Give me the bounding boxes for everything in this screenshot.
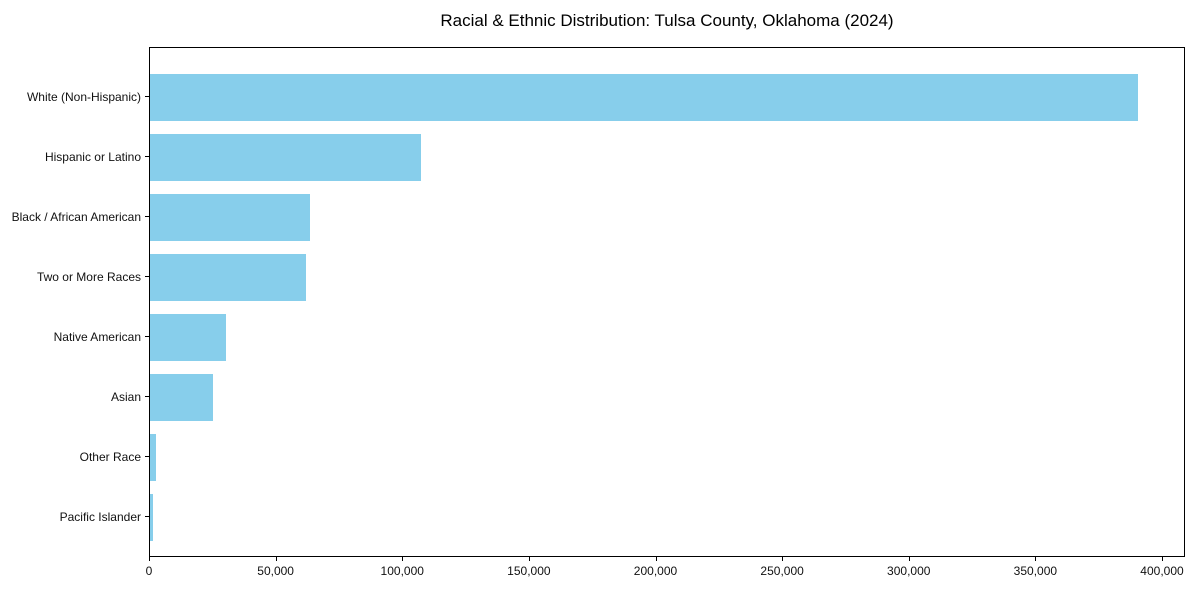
y-axis-tick <box>145 336 149 337</box>
y-axis-tick <box>145 516 149 517</box>
bar-two-or-more-races <box>150 253 306 301</box>
x-tick-label-300000: 300,000 <box>887 564 931 578</box>
x-axis-tick <box>402 557 404 561</box>
bar-native-american <box>150 313 226 361</box>
bar-black-african-american <box>150 193 310 241</box>
y-tick-label-native-american: Native American <box>53 330 141 344</box>
y-tick-label-other-race: Other Race <box>79 450 141 464</box>
x-axis-tick <box>782 557 784 561</box>
y-axis-tick <box>145 456 149 457</box>
y-tick-label-asian: Asian <box>110 390 141 404</box>
y-axis-tick <box>145 156 149 157</box>
y-axis-tick <box>145 396 149 397</box>
y-axis-tick <box>145 216 149 217</box>
bar-other-race <box>150 433 156 481</box>
x-tick-label-400000: 400,000 <box>1140 564 1184 578</box>
plot-area <box>149 47 1185 557</box>
x-tick-label-200000: 200,000 <box>633 564 678 578</box>
y-tick-label-hispanic-or-latino: Hispanic or Latino <box>44 150 141 164</box>
y-tick-label-black-african-american: Black / African American <box>11 210 141 224</box>
x-axis-tick <box>908 557 910 561</box>
x-tick-label-100000: 100,000 <box>380 564 424 578</box>
x-axis-tick <box>1035 557 1037 561</box>
bar-white-non-hispanic <box>150 73 1138 121</box>
x-tick-label-0: 0 <box>145 564 153 578</box>
bar-hispanic-or-latino <box>150 133 421 181</box>
x-tick-label-50000: 50,000 <box>257 564 294 578</box>
x-tick-label-250000: 250,000 <box>760 564 804 578</box>
y-axis-tick <box>145 276 149 277</box>
x-axis-tick <box>528 557 530 561</box>
x-axis-tick <box>1162 557 1163 561</box>
y-tick-label-two-or-more-races: Two or More Races <box>36 270 141 284</box>
y-tick-label-pacific-islander: Pacific Islander <box>59 510 141 524</box>
x-tick-label-150000: 150,000 <box>507 564 551 578</box>
x-axis-tick <box>655 557 657 561</box>
bar-asian <box>150 373 214 421</box>
bar-pacific-islander <box>150 493 154 541</box>
y-tick-label-white-non-hispanic: White (Non-Hispanic) <box>26 90 141 104</box>
x-axis-tick <box>275 557 277 561</box>
y-axis-tick <box>145 96 149 97</box>
x-tick-label-350000: 350,000 <box>1013 564 1058 578</box>
chart-title: Racial & Ethnic Distribution: Tulsa Coun… <box>440 11 894 30</box>
x-axis-tick <box>149 557 150 561</box>
